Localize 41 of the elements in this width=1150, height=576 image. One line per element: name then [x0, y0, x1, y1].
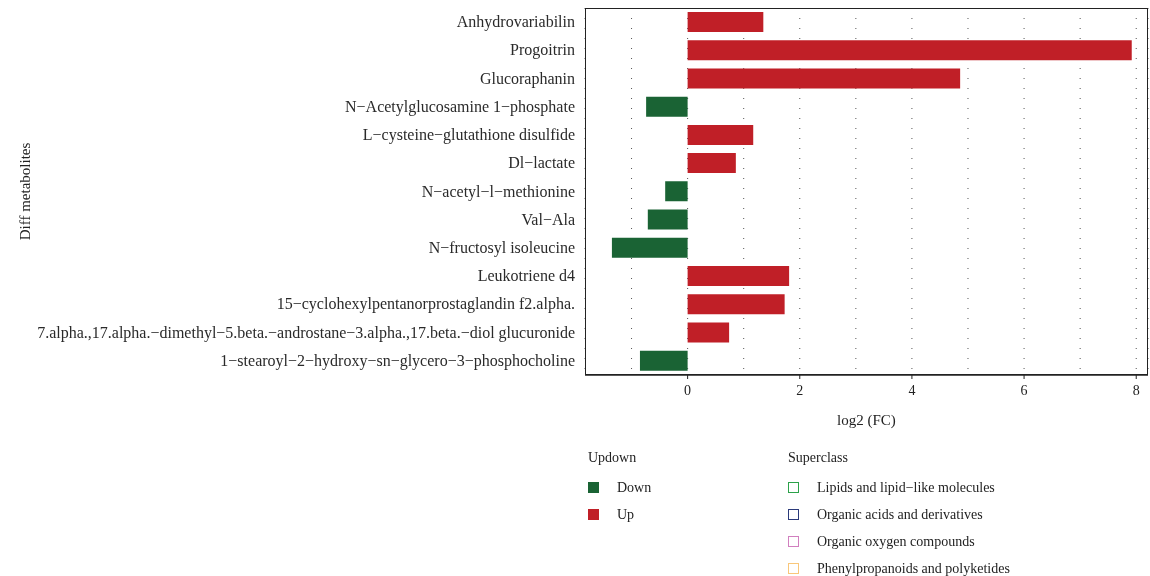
y-tick-label: N−Acetylglucosamine 1−phosphate	[345, 97, 575, 116]
legend-label: Down	[617, 479, 652, 496]
legend-label: Lipids and lipid−like molecules	[817, 479, 995, 496]
y-tick-label: L−cysteine−glutathione disulfide	[362, 126, 575, 145]
text: Updown	[588, 450, 637, 465]
bar	[687, 322, 730, 343]
y-tick-label: Leukotriene d4	[477, 267, 575, 285]
bar	[687, 68, 961, 89]
bar	[687, 11, 764, 32]
y-tick-label: Anhydrovariabilin	[456, 13, 575, 32]
legend-label: Organic oxygen compounds	[817, 533, 975, 550]
y-tick-label: N−fructosyl isoleucine	[428, 238, 575, 257]
legend-label: Organic acids and derivatives	[817, 506, 983, 523]
y-tick-label: 7.alpha.,17.alpha.−dimethyl−5.beta.−androstane−3.alpha.,17.beta.−diol glucuronide	[37, 323, 575, 342]
bar	[646, 96, 688, 117]
bar	[639, 350, 688, 371]
bar	[687, 266, 790, 287]
bar	[687, 124, 754, 145]
bar	[665, 181, 688, 202]
y-tick-label: Val−Ala	[521, 210, 575, 228]
y-tick-label: Progoitrin	[510, 41, 575, 60]
bar	[647, 209, 688, 230]
x-tick-label: 4	[908, 383, 916, 398]
x-tick-label: 0	[684, 383, 692, 398]
y-tick-label: Dl−lactate	[508, 154, 575, 172]
y-tick-label: 15−cyclohexylpentanorprostaglandin f2.alpha.	[276, 295, 575, 314]
text: Superclass	[788, 450, 848, 465]
legend-label: Phenylpropanoids and polyketides	[817, 560, 1010, 576]
x-tick-label: 6	[1020, 383, 1028, 398]
y-tick-label: 1−stearoyl−2−hydroxy−sn−glycero−3−phosphocholine	[220, 351, 575, 370]
x-axis-title: log2 (FC)	[837, 412, 896, 429]
y-tick-label: N−acetyl−l−methionine	[421, 182, 575, 201]
bar	[687, 153, 736, 174]
y-tick-label: Glucoraphanin	[479, 69, 575, 88]
bar	[687, 40, 1132, 61]
x-tick-label: 8	[1132, 383, 1140, 398]
y-axis-title: Diff metabolites	[17, 142, 33, 241]
x-tick-label: 2	[796, 383, 804, 398]
bar	[611, 237, 688, 258]
bar	[687, 294, 785, 315]
legend-label: Up	[617, 506, 635, 523]
